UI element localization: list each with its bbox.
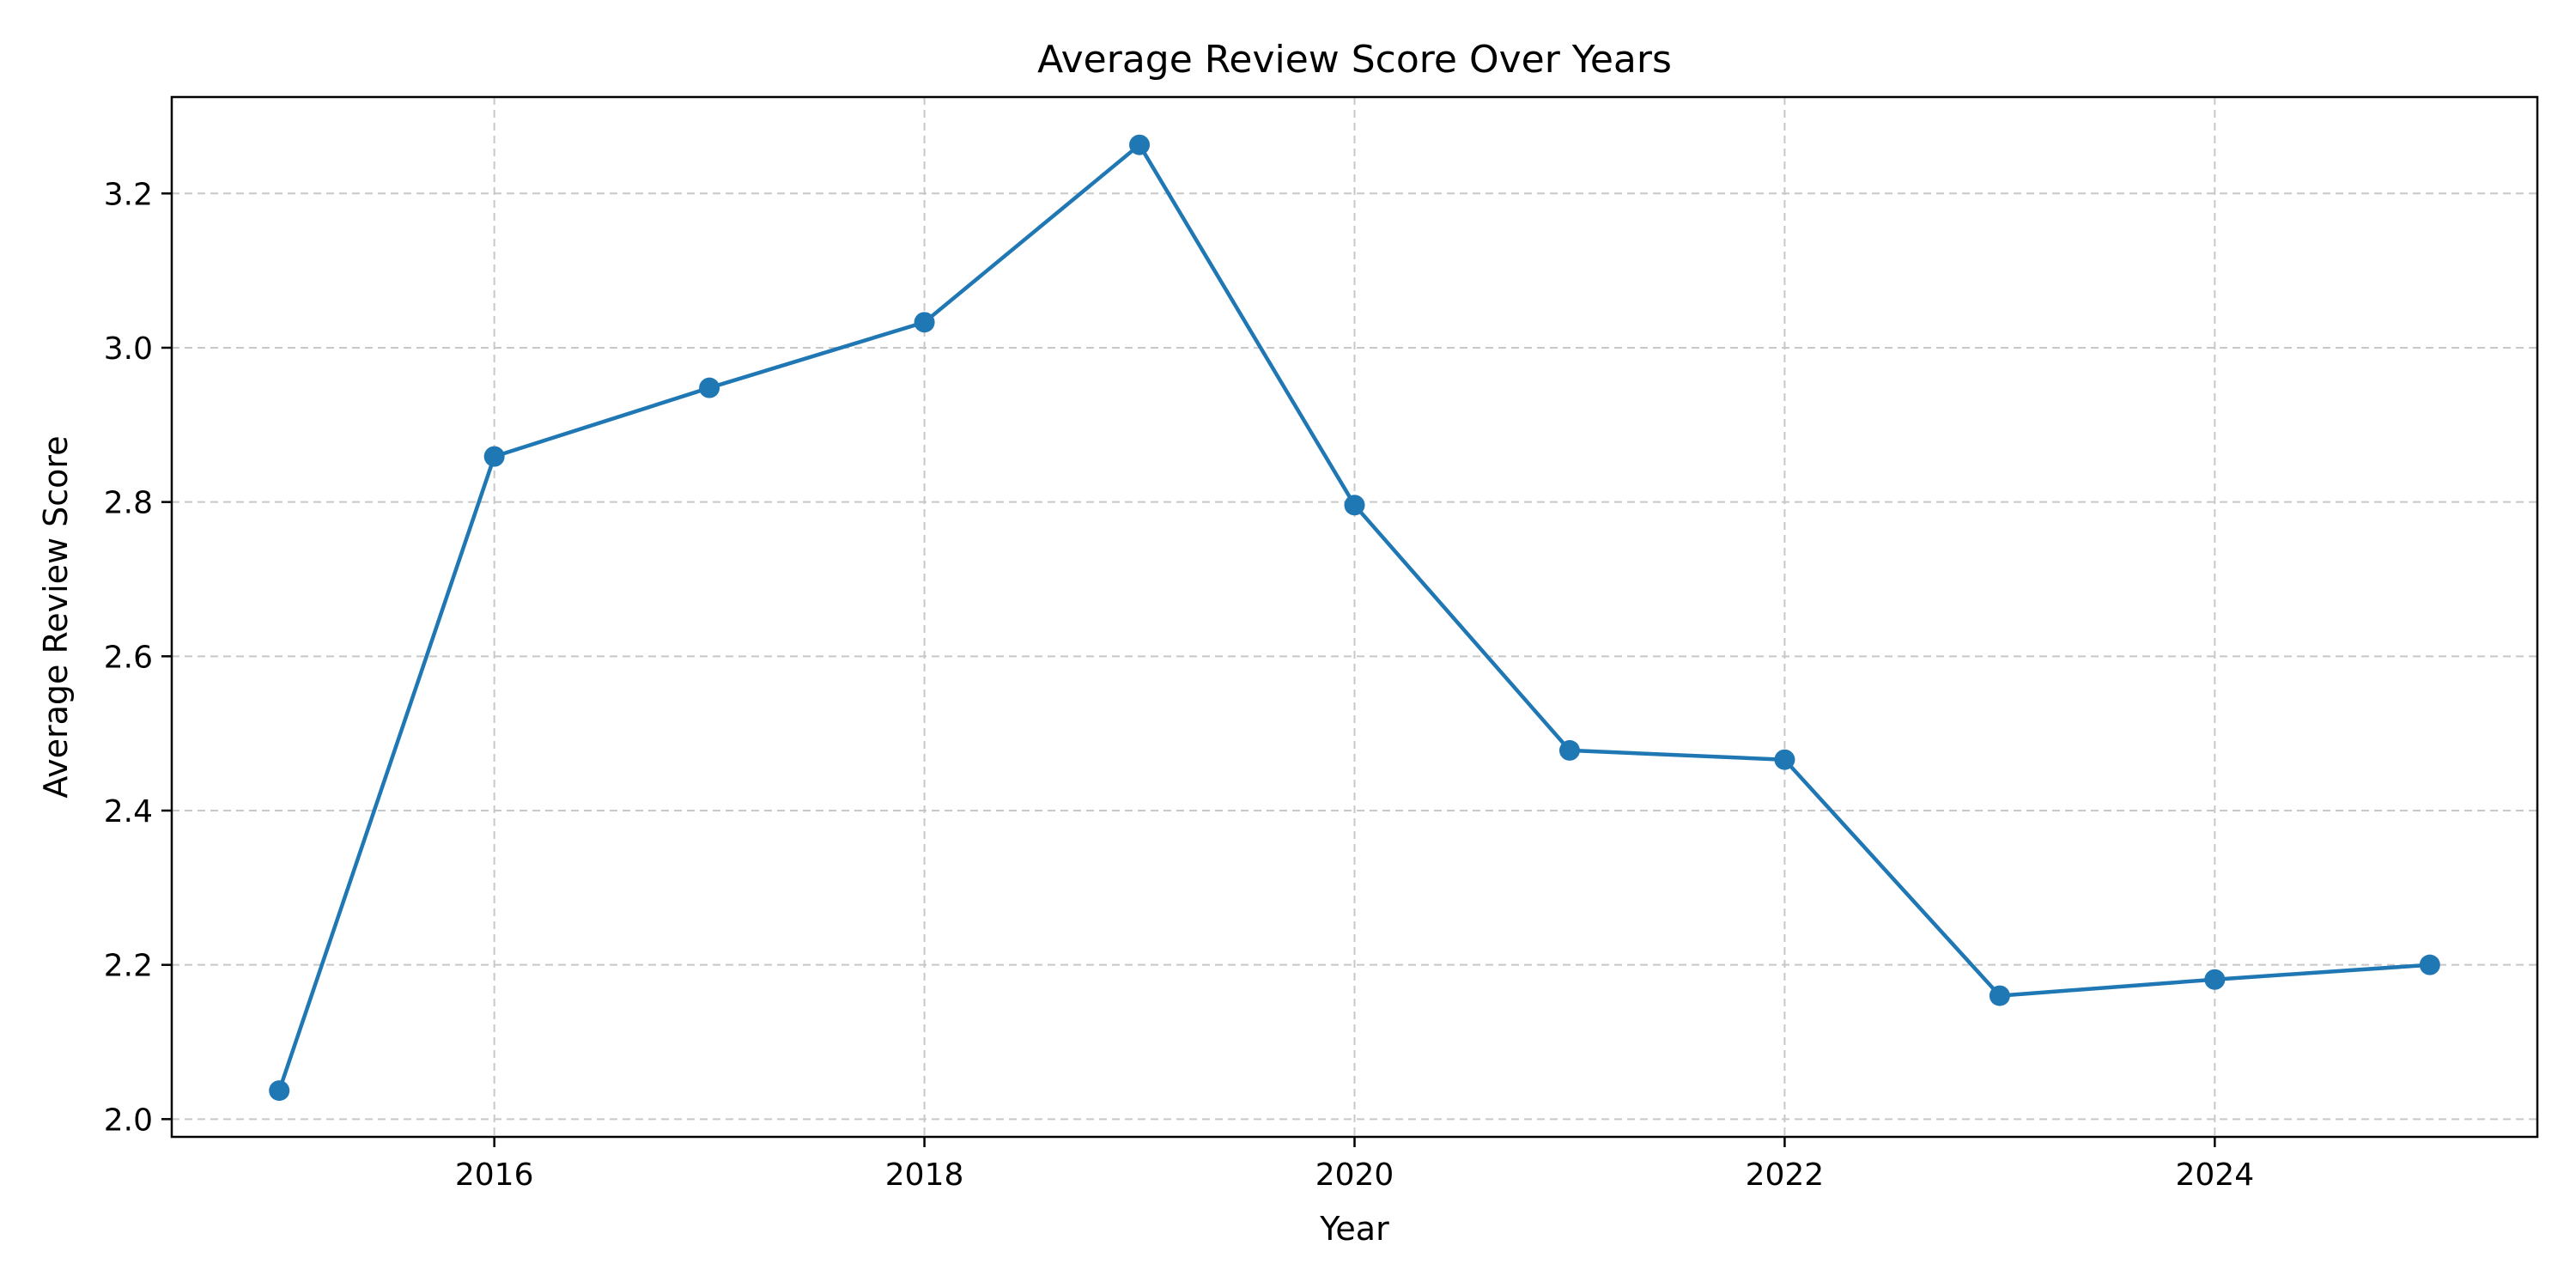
chart-title: Average Review Score Over Years	[1037, 38, 1672, 82]
x-tick-label: 2016	[455, 1157, 534, 1193]
y-tick-label: 3.2	[104, 177, 153, 212]
y-tick-label: 2.4	[104, 794, 153, 829]
data-point	[483, 446, 505, 467]
data-point	[1558, 739, 1580, 761]
data-point	[699, 377, 720, 398]
y-tick-label: 2.6	[104, 640, 153, 675]
data-point	[1129, 134, 1151, 155]
y-tick-label: 2.8	[104, 486, 153, 521]
data-point	[2419, 954, 2440, 975]
data-point	[914, 312, 935, 333]
x-axis-label: Year	[1319, 1210, 1389, 1248]
x-tick-label: 2020	[1315, 1157, 1394, 1193]
x-tick-label: 2024	[2176, 1157, 2255, 1193]
data-point	[2204, 969, 2226, 990]
y-axis-label: Average Review Score	[37, 435, 75, 798]
y-tick-label: 2.0	[104, 1103, 153, 1138]
grid-layer	[172, 97, 2537, 1137]
data-point	[1989, 985, 2010, 1006]
data-point	[269, 1080, 290, 1102]
data-point	[1344, 495, 1365, 516]
series-layer	[269, 134, 2440, 1102]
data-point	[1774, 749, 1795, 770]
y-tick-label: 2.2	[104, 949, 153, 984]
ticks-layer: 2016 2018 2020 2022 2024 2.0 2.2 2.4 2.6 2.8 3.0 3.…	[104, 177, 2254, 1193]
x-tick-label: 2022	[1746, 1157, 1825, 1193]
x-tick-label: 2018	[885, 1157, 964, 1193]
y-tick-label: 3.0	[104, 331, 153, 367]
